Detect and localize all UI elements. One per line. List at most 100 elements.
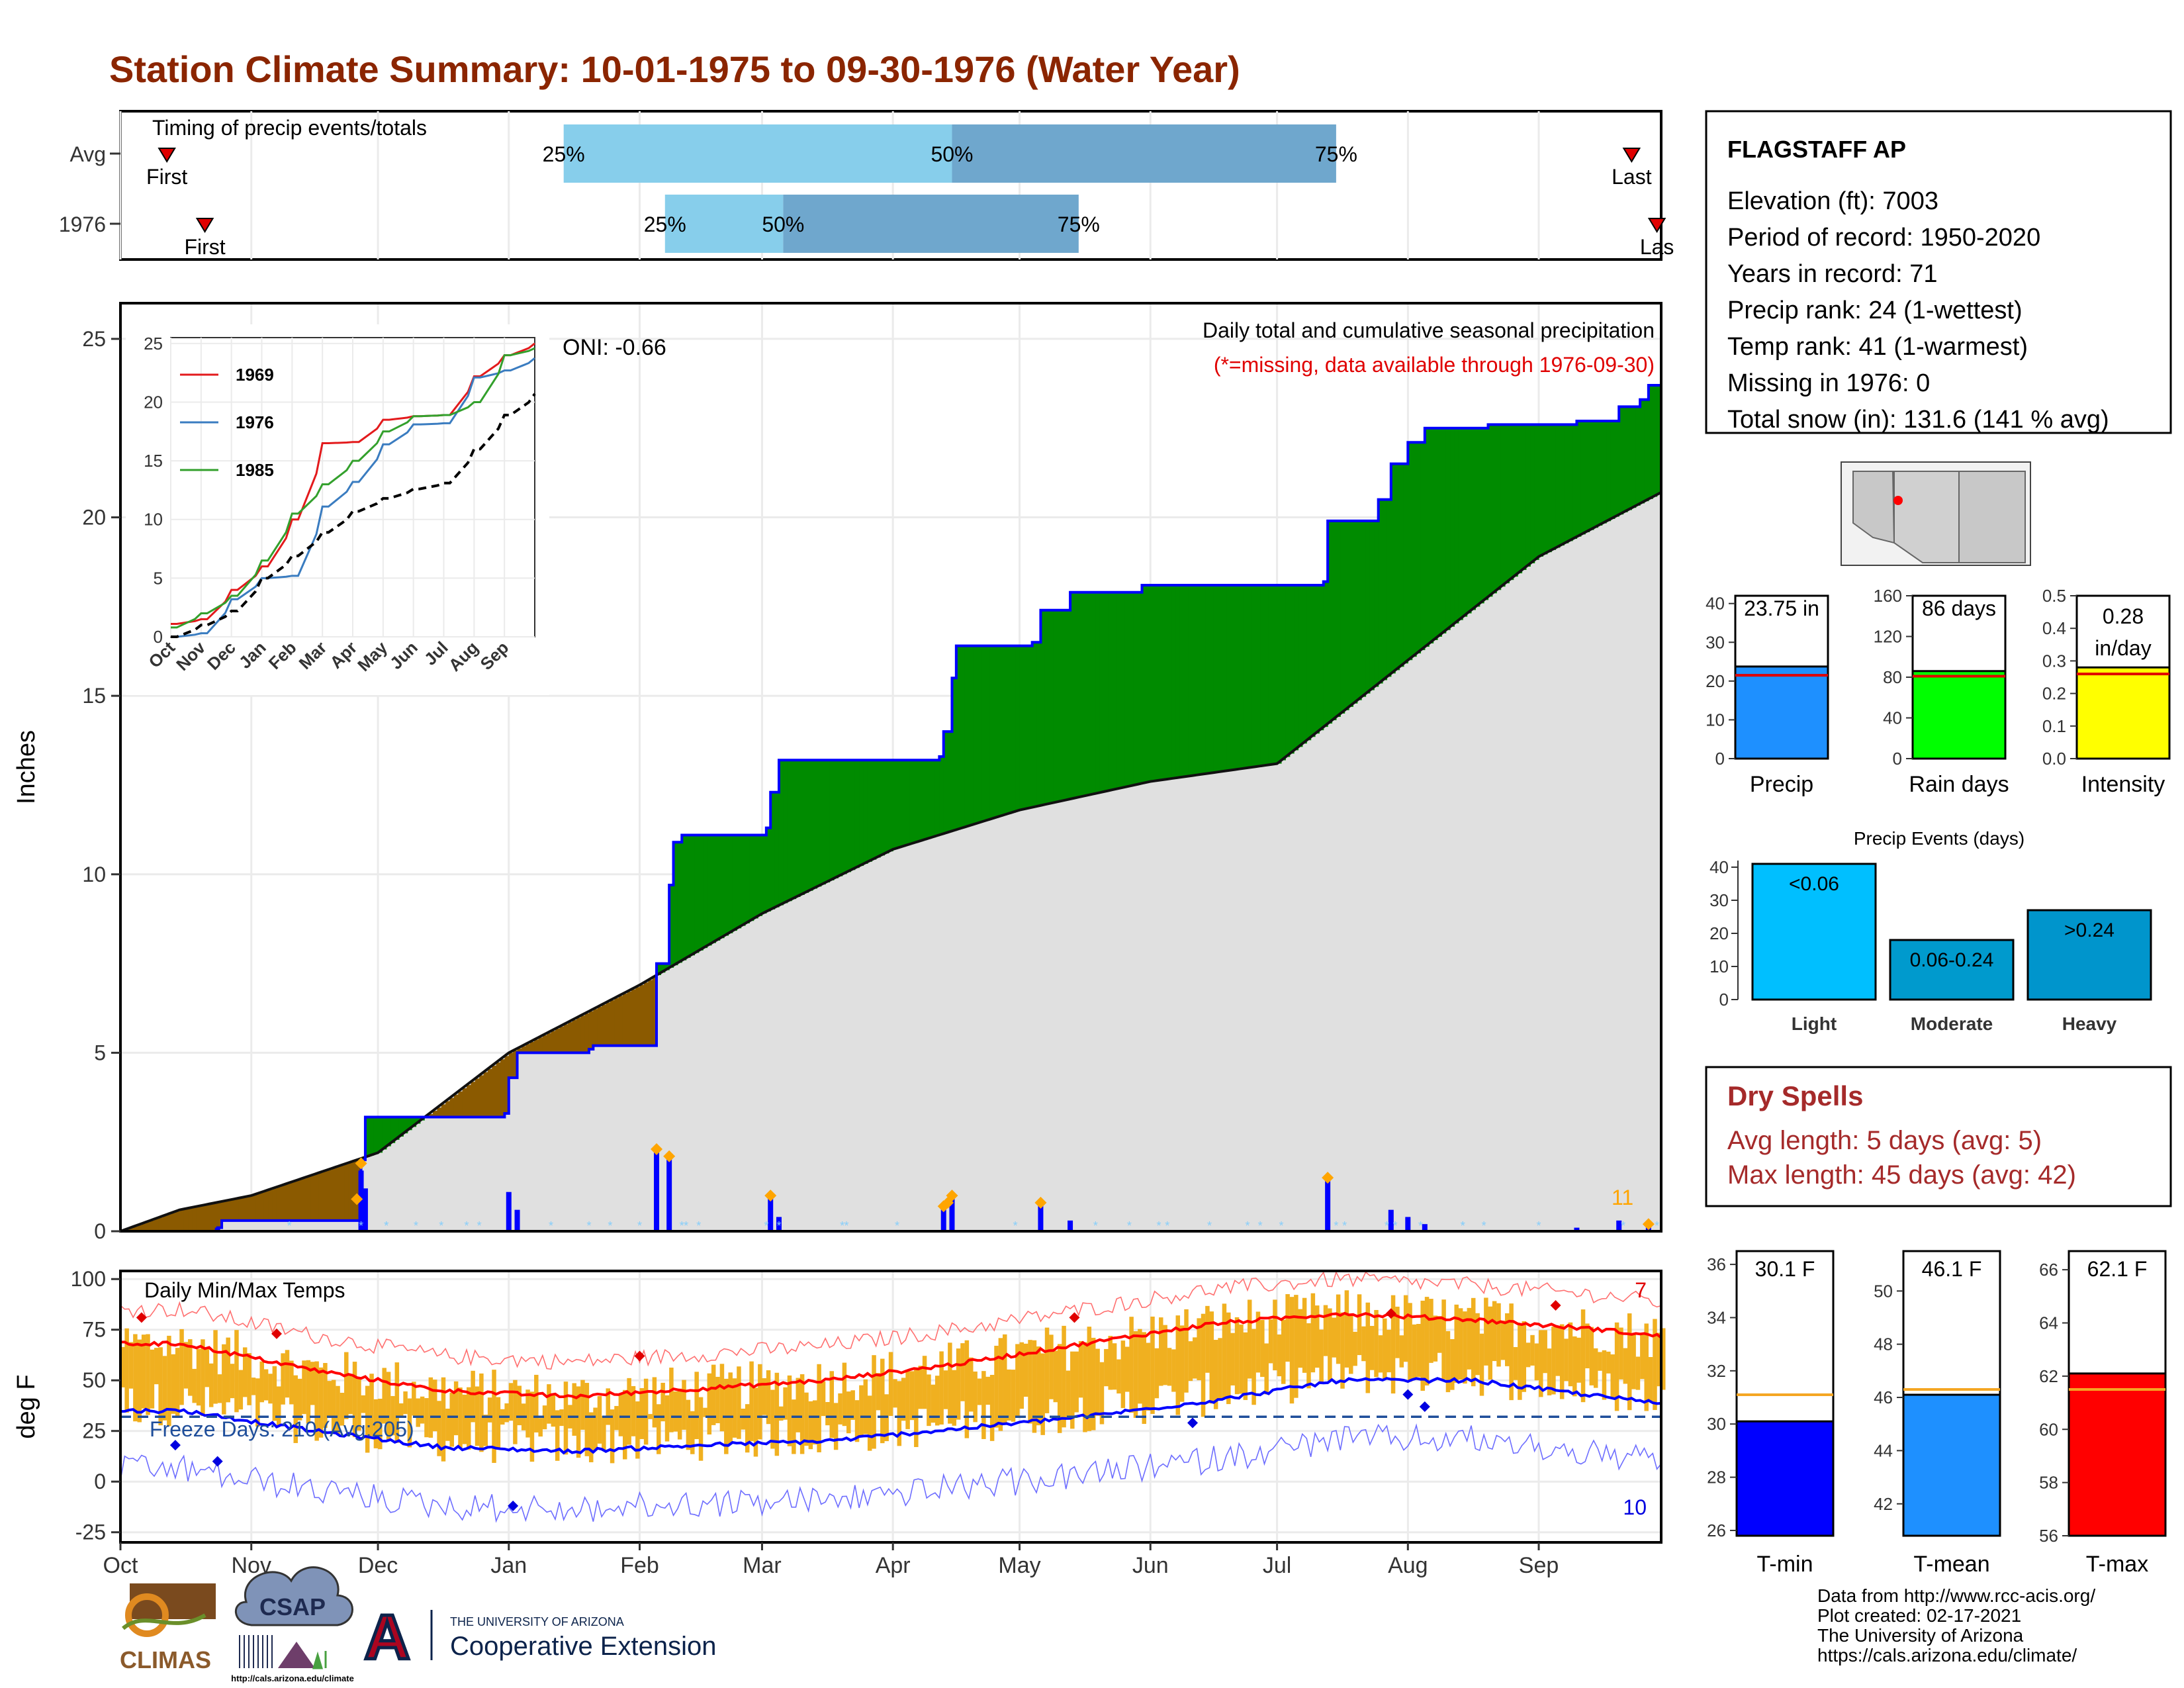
- daily-temp-bar: [1222, 1303, 1227, 1399]
- daily-temp-bar: [622, 1389, 627, 1460]
- surplus-area: [1488, 424, 1493, 597]
- temp-record-marker-icon: [271, 1328, 282, 1339]
- surplus-area: [1142, 585, 1147, 784]
- record-marker-icon: [355, 1157, 367, 1170]
- daily-temp-bar: [989, 1374, 995, 1441]
- climas-logo-swoosh: [122, 1613, 206, 1630]
- surplus-area: [745, 835, 750, 923]
- surplus-area: [922, 760, 927, 841]
- timing-percent-label: 75%: [1058, 212, 1100, 236]
- csap-mountain-icon: [278, 1642, 315, 1668]
- daily-temp-bar: [927, 1374, 931, 1427]
- deficit-area: [222, 1201, 227, 1221]
- surplus-area: [1547, 424, 1552, 553]
- surplus-area: [1361, 520, 1367, 697]
- daily-temp-bar: [707, 1373, 712, 1435]
- daily-temp-bar: [660, 1382, 665, 1422]
- mini-bar-tick-label: 0: [1715, 749, 1725, 769]
- dry-frame: [1705, 1066, 2172, 1207]
- surplus-area: [749, 835, 754, 921]
- daily-temp-bar: [1412, 1324, 1417, 1379]
- daily-temp-bar: [1302, 1297, 1307, 1373]
- month-label: Feb: [620, 1553, 659, 1578]
- daily-temp-bar: [344, 1352, 349, 1419]
- daily-temp-bar: [302, 1360, 306, 1415]
- daily-temp-bar: [1530, 1335, 1535, 1366]
- surplus-area: [1610, 420, 1615, 519]
- surplus-area: [1209, 585, 1214, 773]
- daily-temp-bar: [234, 1330, 239, 1413]
- surplus-area: [842, 760, 847, 874]
- daily-temp-bar: [1547, 1348, 1552, 1395]
- surplus-area: [1159, 585, 1163, 780]
- station-info-line: Missing in 1976: 0: [1727, 369, 1930, 397]
- surplus-area: [711, 835, 716, 943]
- surplus-area: [657, 963, 661, 976]
- surplus-area: [1543, 424, 1548, 555]
- daily-temp-bar: [1467, 1307, 1472, 1370]
- surplus-area: [1226, 585, 1232, 771]
- daily-temp-bar: [657, 1404, 661, 1454]
- mini-bar-tick-label: 0.1: [2042, 716, 2066, 736]
- deficit-area: [597, 1006, 602, 1046]
- mini-bar-tick-label: 10: [1706, 710, 1725, 729]
- daily-temp-bar: [1353, 1331, 1357, 1366]
- daily-temp-bar: [1028, 1340, 1032, 1424]
- daily-temp-bar: [719, 1364, 725, 1432]
- timing-marker-label: Las: [1640, 235, 1674, 259]
- daily-temp-bar: [664, 1395, 670, 1442]
- surplus-area: [1420, 442, 1426, 651]
- trace-marker: *: [1093, 1219, 1098, 1233]
- daily-temp-bar: [1007, 1369, 1011, 1421]
- events-bar-label: 0.06-0.24: [1910, 949, 1994, 971]
- daily-temp-bar: [1458, 1308, 1463, 1380]
- climas-logo-icon: [125, 1593, 169, 1637]
- deficit-area: [572, 1019, 577, 1053]
- logos: CLIMAS CSAP http://cals.arizona.edu/climat…: [120, 1566, 716, 1683]
- daily-temp-bar: [576, 1386, 581, 1458]
- daily-temp-bar: [985, 1376, 991, 1405]
- surplus-area: [1437, 428, 1442, 637]
- footer-line: https://cals.arizona.edu/climate/: [1817, 1645, 2077, 1665]
- deficit-area: [441, 1104, 446, 1117]
- inset-legend-label: 1976: [236, 412, 274, 432]
- daily-temp-bar: [1623, 1348, 1628, 1384]
- surplus-area: [1091, 592, 1096, 795]
- deficit-area: [272, 1188, 277, 1221]
- surplus-area: [1441, 428, 1447, 633]
- temp-frame: [119, 1270, 1662, 1544]
- mini-bar-tick-label: 0.3: [2042, 651, 2066, 671]
- surplus-area: [698, 835, 704, 951]
- daily-temp-bar: [1179, 1325, 1185, 1402]
- surplus-area: [799, 760, 805, 895]
- daily-temp-bar: [529, 1391, 535, 1462]
- surplus-area: [1467, 428, 1472, 614]
- surplus-area: [1509, 424, 1514, 581]
- ua-small-text: THE UNIVERSITY OF ARIZONA: [450, 1615, 624, 1628]
- inset-avg-line: [171, 393, 536, 638]
- daily-temp-bar: [994, 1345, 999, 1428]
- daily-temp-bar: [133, 1334, 138, 1422]
- deficit-area: [500, 1059, 506, 1117]
- timing-percent-label: 25%: [644, 212, 686, 236]
- deficit-area: [471, 1082, 476, 1117]
- trace-marker: *: [844, 1219, 849, 1233]
- daily-temp-bar: [213, 1330, 218, 1404]
- daily-temp-bar: [778, 1406, 784, 1421]
- daily-temp-bar: [1277, 1334, 1282, 1377]
- daily-temp-bar: [449, 1392, 454, 1447]
- daily-temp-bar: [1095, 1348, 1100, 1416]
- events-category-label: Heavy: [2062, 1013, 2117, 1034]
- daily-temp-bar: [1631, 1335, 1636, 1389]
- surplus-area: [1458, 428, 1463, 620]
- daily-temp-bar: [627, 1378, 631, 1445]
- daily-temp-bar: [487, 1397, 492, 1423]
- temp-bar-tick-label: 32: [1707, 1361, 1726, 1381]
- daily-precip-bar: [666, 1156, 672, 1231]
- temp-bar-value-label: 30.1 F: [1755, 1257, 1815, 1281]
- daily-temp-bar: [1247, 1299, 1252, 1379]
- surplus-area: [998, 645, 1003, 817]
- temp-bar-value: [1902, 1393, 2001, 1537]
- surplus-area: [934, 760, 940, 837]
- daily-precip-bar: [940, 1206, 946, 1231]
